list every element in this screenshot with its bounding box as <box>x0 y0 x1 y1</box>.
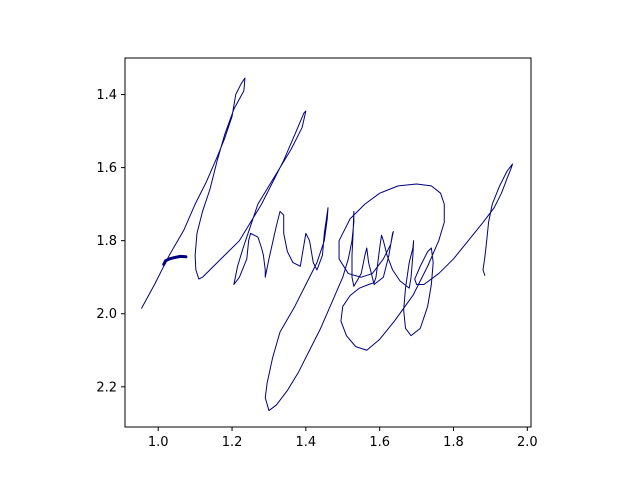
y-tick-label: 1.8 <box>96 234 117 249</box>
y-axis: 1.4 1.6 1.8 2.0 2.2 <box>96 88 125 395</box>
x-tick-label: 2.0 <box>517 435 538 450</box>
series-line-2 <box>162 254 188 266</box>
y-tick-label: 2.0 <box>96 307 117 322</box>
y-tick-label: 2.2 <box>96 380 117 395</box>
x-tick-label: 1.6 <box>369 435 390 450</box>
x-tick-label: 1.2 <box>222 435 243 450</box>
series-line-1 <box>141 77 514 412</box>
x-tick-label: 1.0 <box>148 435 169 450</box>
x-tick-label: 1.8 <box>443 435 464 450</box>
y-tick-label: 1.6 <box>96 161 117 176</box>
x-tick-label: 1.4 <box>296 435 317 450</box>
plot-area-frame <box>124 57 532 428</box>
x-axis: 1.0 1.2 1.4 1.6 1.8 2.0 <box>148 427 538 450</box>
plot-lines <box>141 77 514 412</box>
y-tick-label: 1.4 <box>96 88 117 103</box>
